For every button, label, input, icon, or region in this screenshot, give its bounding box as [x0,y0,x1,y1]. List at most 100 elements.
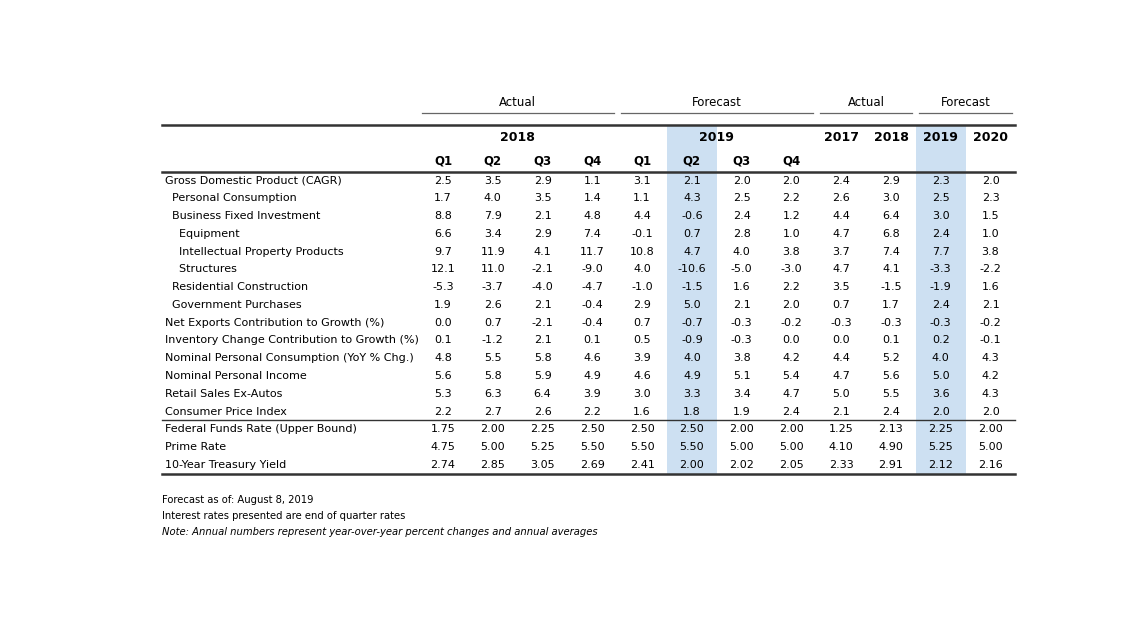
Text: 4.7: 4.7 [683,247,701,256]
Text: Residential Construction: Residential Construction [165,282,309,292]
Text: 1.8: 1.8 [683,406,701,417]
Text: 0.7: 0.7 [484,318,502,328]
Text: 2.5: 2.5 [434,176,451,186]
Text: 2.7: 2.7 [483,406,502,417]
Text: 2.2: 2.2 [584,406,601,417]
Text: 2.1: 2.1 [534,335,552,345]
Text: 5.50: 5.50 [580,442,604,452]
Text: 2.0: 2.0 [982,406,1000,417]
Text: Prime Rate: Prime Rate [165,442,227,452]
Text: 5.0: 5.0 [931,371,950,381]
Text: 2.1: 2.1 [733,300,750,310]
Text: 4.3: 4.3 [683,194,701,203]
Text: 10.8: 10.8 [629,247,654,256]
Text: 2.1: 2.1 [832,406,850,417]
Text: 4.0: 4.0 [633,264,651,274]
Text: 5.8: 5.8 [534,353,552,363]
Text: 2.0: 2.0 [733,176,750,186]
Bar [915,125,966,474]
Text: 5.00: 5.00 [779,442,804,452]
Text: -0.1: -0.1 [632,229,653,239]
Text: 2.4: 2.4 [832,176,850,186]
Text: 11.0: 11.0 [480,264,505,274]
Text: 4.3: 4.3 [982,353,1000,363]
Text: 3.3: 3.3 [683,389,701,399]
Text: 3.0: 3.0 [634,389,651,399]
Text: 2019: 2019 [923,131,959,144]
Text: 2.2: 2.2 [782,282,800,292]
Text: 2.33: 2.33 [829,460,854,470]
Text: 1.2: 1.2 [782,211,800,221]
Text: 3.0: 3.0 [931,211,950,221]
Text: 3.4: 3.4 [484,229,502,239]
Text: -0.6: -0.6 [681,211,702,221]
Text: 3.9: 3.9 [584,389,601,399]
Text: 1.75: 1.75 [431,424,455,435]
Text: 1.7: 1.7 [882,300,899,310]
Text: 5.25: 5.25 [530,442,555,452]
Text: 7.4: 7.4 [882,247,899,256]
Text: 3.7: 3.7 [832,247,850,256]
Text: 2.4: 2.4 [931,300,950,310]
Text: 2.00: 2.00 [978,424,1003,435]
Text: 2020: 2020 [974,131,1008,144]
Text: -10.6: -10.6 [677,264,706,274]
Text: Q1: Q1 [434,154,453,167]
Text: -3.7: -3.7 [482,282,504,292]
Text: -0.3: -0.3 [880,318,902,328]
Text: 5.00: 5.00 [480,442,505,452]
Text: Equipment: Equipment [165,229,241,239]
Text: 0.0: 0.0 [783,335,800,345]
Text: 1.6: 1.6 [733,282,750,292]
Text: 2.16: 2.16 [978,460,1003,470]
Text: -1.9: -1.9 [930,282,952,292]
Text: -4.7: -4.7 [581,282,603,292]
Text: 5.50: 5.50 [679,442,705,452]
Text: 1.9: 1.9 [733,406,750,417]
Text: 2.25: 2.25 [928,424,953,435]
Text: Gross Domestic Product (CAGR): Gross Domestic Product (CAGR) [165,176,342,186]
Text: Structures: Structures [165,264,237,274]
Text: 2.69: 2.69 [580,460,605,470]
Text: 5.4: 5.4 [782,371,800,381]
Text: Net Exports Contribution to Growth (%): Net Exports Contribution to Growth (%) [165,318,385,328]
Text: 6.4: 6.4 [882,211,899,221]
Text: -1.5: -1.5 [880,282,902,292]
Text: 4.4: 4.4 [633,211,651,221]
Text: 3.5: 3.5 [484,176,502,186]
Text: 5.6: 5.6 [882,371,899,381]
Text: 2.2: 2.2 [434,406,451,417]
Text: 4.2: 4.2 [982,371,1000,381]
Text: 2.3: 2.3 [982,194,1000,203]
Text: 2.91: 2.91 [879,460,903,470]
Text: 5.25: 5.25 [928,442,953,452]
Text: Actual: Actual [499,96,536,109]
Text: 12.1: 12.1 [431,264,455,274]
Text: 10-Year Treasury Yield: 10-Year Treasury Yield [165,460,287,470]
Text: 3.8: 3.8 [982,247,1000,256]
Text: 2.1: 2.1 [683,176,701,186]
Text: 5.00: 5.00 [978,442,1003,452]
Text: Forecast: Forecast [692,96,742,109]
Text: 0.7: 0.7 [633,318,651,328]
Text: 2.4: 2.4 [733,211,750,221]
Text: Inventory Change Contribution to Growth (%): Inventory Change Contribution to Growth … [165,335,420,345]
Text: -3.3: -3.3 [930,264,952,274]
Text: -0.3: -0.3 [830,318,852,328]
Text: 4.0: 4.0 [931,353,950,363]
Text: Q2: Q2 [683,154,701,167]
Text: -0.1: -0.1 [979,335,1001,345]
Text: -2.1: -2.1 [531,318,553,328]
Text: 0.2: 0.2 [931,335,950,345]
Text: 5.00: 5.00 [730,442,754,452]
Text: 1.9: 1.9 [434,300,451,310]
Text: -3.0: -3.0 [781,264,803,274]
Text: 0.1: 0.1 [882,335,899,345]
Text: 1.7: 1.7 [434,194,451,203]
Text: 4.0: 4.0 [733,247,750,256]
Text: 4.8: 4.8 [434,353,451,363]
Text: 4.4: 4.4 [832,353,850,363]
Text: 5.3: 5.3 [434,389,451,399]
Text: 5.0: 5.0 [832,389,850,399]
Text: Retail Sales Ex-Autos: Retail Sales Ex-Autos [165,389,283,399]
